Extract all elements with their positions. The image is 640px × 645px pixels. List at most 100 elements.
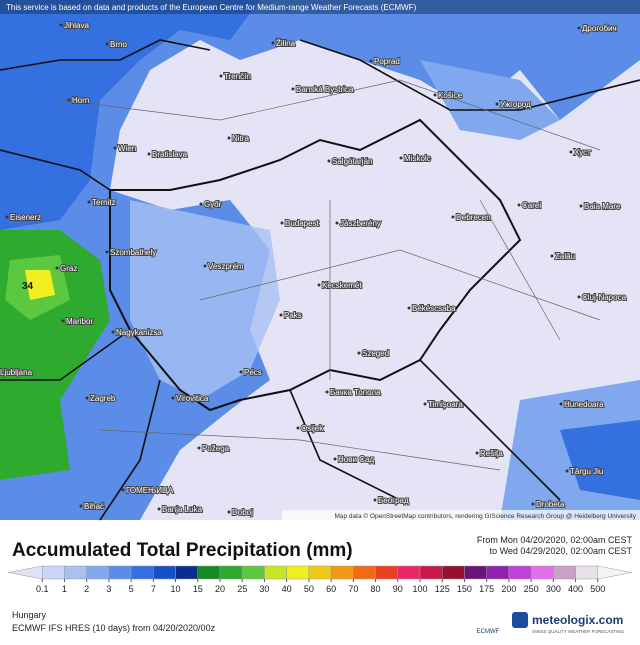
legend-swatch	[597, 565, 633, 580]
legend-tick-label: 40	[282, 584, 292, 594]
ecmwf-logo: ECMWF	[477, 629, 500, 635]
city-dot	[579, 204, 583, 208]
city-dot	[199, 202, 203, 206]
legend-swatch	[86, 565, 110, 580]
city-dot	[271, 41, 275, 45]
legend-swatch	[197, 565, 221, 580]
city-label: Kecskemét	[322, 281, 362, 290]
legend-swatch	[397, 565, 421, 580]
city-label: Београд	[378, 496, 409, 505]
legend-tick-label: 125	[435, 584, 450, 594]
legend-tick-label: 150	[457, 584, 472, 594]
city-label: Drobeta	[536, 500, 565, 509]
city-dot	[577, 295, 581, 299]
city-label: Bratislava	[152, 150, 188, 159]
city-dot	[531, 502, 535, 506]
city-dot	[407, 306, 411, 310]
city-label: Hunedoara	[564, 400, 604, 409]
city-label: Pécs	[244, 368, 262, 377]
city-label: Veszprém	[208, 262, 244, 271]
notice: This service is based on data and produc…	[6, 3, 417, 12]
city-label: Ternitz	[92, 198, 116, 207]
city-dot	[373, 498, 377, 502]
city-label: Jászberény	[340, 219, 381, 228]
city-dot	[219, 74, 223, 78]
legend-swatch	[486, 565, 510, 580]
city-dot	[67, 98, 71, 102]
legend-swatch	[419, 565, 443, 580]
legend-swatch	[375, 565, 399, 580]
legend-swatch	[464, 565, 487, 580]
legend-tick-label: 7	[151, 584, 156, 594]
city-label: Horn	[72, 96, 89, 105]
legend-swatch	[441, 565, 465, 580]
city-dot	[105, 250, 109, 254]
city-label: Doboj	[232, 508, 253, 517]
legend-tick-label: 1	[62, 584, 67, 594]
legend-tick-label: 100	[412, 584, 427, 594]
city-dot	[317, 283, 321, 287]
city-dot	[197, 446, 201, 450]
city-label: ГОМЕЊИЦА	[126, 486, 174, 495]
title: Accumulated Total Precipitation (mm)	[12, 540, 353, 561]
brand: meteologix.com	[532, 613, 623, 627]
city-label: Požega	[202, 444, 230, 453]
city-label: Békéscsaba	[412, 304, 456, 313]
city-dot	[105, 42, 109, 46]
city-dot	[279, 313, 283, 317]
city-label: Szombathely	[110, 248, 156, 257]
city-dot	[565, 469, 569, 473]
legend-tick-label: 200	[501, 584, 516, 594]
city-dot	[433, 93, 437, 97]
legend-tick-label: 0.1	[36, 584, 49, 594]
city-dot	[85, 396, 89, 400]
city-label: Wien	[118, 144, 136, 153]
city-label: Rešița	[480, 449, 503, 458]
legend-swatch	[108, 565, 132, 580]
city-dot	[475, 451, 479, 455]
legend-swatch	[508, 565, 532, 580]
legend-tick-label: 50	[304, 584, 314, 594]
city-label: Бачка Топола	[330, 388, 381, 397]
legend-tick-label: 3	[106, 584, 111, 594]
city-label: Salgótarján	[332, 157, 372, 166]
legend-swatch	[530, 565, 554, 580]
city-dot	[550, 254, 554, 258]
city-label: Košice	[438, 91, 463, 100]
city-label: Debrecen	[456, 213, 491, 222]
legend-tick-label: 5	[129, 584, 134, 594]
city-dot	[280, 221, 284, 225]
legend-swatch	[175, 565, 199, 580]
legend-tick-label: 25	[237, 584, 247, 594]
legend-tick-label: 400	[568, 584, 583, 594]
map: This service is based on data and produc…	[0, 0, 640, 521]
city-label: Virovitica	[176, 394, 209, 403]
legend-swatch	[130, 565, 154, 580]
contour-label: 34	[22, 281, 34, 292]
city-label: Дрогобич	[582, 24, 617, 33]
city-dot	[559, 402, 563, 406]
legend-swatch	[353, 565, 376, 580]
region: Hungary	[12, 610, 47, 620]
city-dot	[335, 221, 339, 225]
city-label: Banja Luka	[162, 505, 203, 514]
city-label: Bihać	[84, 502, 104, 511]
city-label: Хуст	[574, 148, 591, 157]
legend-tick-label: 175	[479, 584, 494, 594]
legend-tick-label: 30	[259, 584, 269, 594]
city-label: Baia Mare	[584, 202, 621, 211]
city-label: Miskolc	[404, 154, 431, 163]
city-dot	[495, 102, 499, 106]
city-label: Ljubljana	[0, 368, 33, 377]
legend-tick-label: 70	[348, 584, 358, 594]
city-label: Târgu Jiu	[570, 467, 603, 476]
legend-tick-label: 10	[171, 584, 181, 594]
city-label: Timișoara	[428, 400, 463, 409]
city-dot	[79, 504, 83, 508]
legend-tick-label: 250	[524, 584, 539, 594]
city-label: Zalău	[555, 252, 575, 261]
legend-swatch	[308, 565, 332, 580]
legend-swatch	[153, 565, 176, 580]
city-dot	[239, 370, 243, 374]
